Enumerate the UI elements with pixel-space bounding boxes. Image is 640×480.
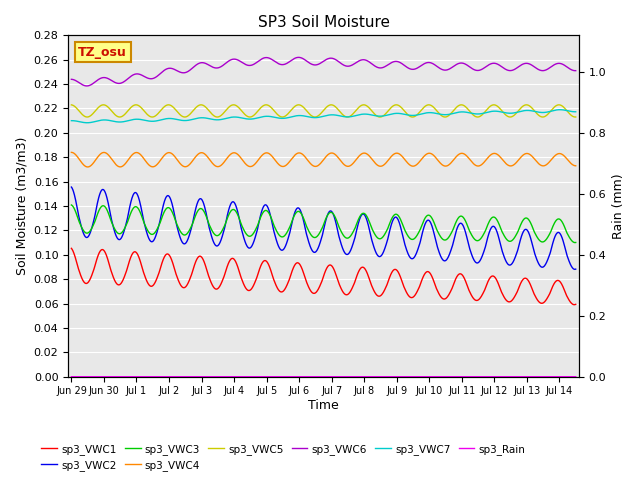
Line: sp3_VWC4: sp3_VWC4 xyxy=(72,152,576,167)
sp3_VWC2 xyxy=(465,241,472,247)
sp3_VWC1 xyxy=(557,280,565,286)
sp3_VWC1 xyxy=(300,269,307,275)
sp3_Rain xyxy=(300,374,307,380)
sp3_VWC7 xyxy=(313,115,321,120)
sp3_Rain xyxy=(557,374,565,380)
Y-axis label: Rain (mm): Rain (mm) xyxy=(612,173,625,239)
sp3_VWC5 xyxy=(557,103,565,108)
sp3_VWC7 xyxy=(300,113,307,119)
sp3_VWC7 xyxy=(68,118,76,123)
Line: sp3_VWC5: sp3_VWC5 xyxy=(72,105,576,117)
sp3_VWC4 xyxy=(557,151,565,157)
sp3_VWC5 xyxy=(572,114,580,120)
sp3_VWC5 xyxy=(100,102,108,108)
sp3_VWC4 xyxy=(68,149,76,155)
sp3_VWC2 xyxy=(313,248,321,254)
sp3_VWC1 xyxy=(572,301,580,307)
sp3_VWC4 xyxy=(572,163,580,168)
sp3_VWC6 xyxy=(465,63,473,69)
sp3_VWC4 xyxy=(300,152,307,158)
sp3_VWC7 xyxy=(93,118,101,124)
sp3_VWC3 xyxy=(572,240,580,245)
sp3_VWC6 xyxy=(557,61,565,67)
sp3_VWC1 xyxy=(93,255,101,261)
Line: sp3_VWC2: sp3_VWC2 xyxy=(72,187,576,269)
Line: sp3_VWC1: sp3_VWC1 xyxy=(72,248,576,305)
sp3_VWC1 xyxy=(465,287,472,292)
sp3_VWC5 xyxy=(300,105,307,110)
sp3_VWC5 xyxy=(557,103,565,108)
sp3_VWC2 xyxy=(68,184,76,190)
sp3_VWC3 xyxy=(571,240,579,245)
sp3_VWC7 xyxy=(83,120,91,126)
sp3_VWC3 xyxy=(313,234,321,240)
Line: sp3_VWC7: sp3_VWC7 xyxy=(72,110,576,123)
sp3_Rain xyxy=(93,374,101,380)
sp3_VWC5 xyxy=(68,102,76,108)
sp3_VWC6 xyxy=(83,83,91,89)
Line: sp3_VWC6: sp3_VWC6 xyxy=(72,58,576,86)
X-axis label: Time: Time xyxy=(308,399,339,412)
sp3_Rain xyxy=(313,374,321,380)
sp3_VWC7 xyxy=(556,107,564,113)
sp3_VWC6 xyxy=(68,76,76,82)
sp3_VWC3 xyxy=(465,226,472,231)
sp3_VWC1 xyxy=(313,289,321,295)
sp3_VWC5 xyxy=(93,106,101,112)
sp3_VWC5 xyxy=(465,107,472,113)
sp3_Rain xyxy=(572,374,580,380)
sp3_VWC7 xyxy=(557,107,565,113)
sp3_VWC5 xyxy=(506,114,514,120)
sp3_VWC2 xyxy=(572,266,580,272)
sp3_VWC6 xyxy=(314,62,321,68)
sp3_VWC1 xyxy=(557,280,564,286)
sp3_VWC3 xyxy=(93,212,101,218)
sp3_VWC4 xyxy=(84,164,92,170)
Title: SP3 Soil Moisture: SP3 Soil Moisture xyxy=(257,15,390,30)
sp3_VWC2 xyxy=(93,202,101,207)
sp3_VWC2 xyxy=(571,266,579,272)
sp3_Rain xyxy=(465,374,472,380)
sp3_VWC4 xyxy=(557,151,565,157)
sp3_VWC6 xyxy=(572,68,580,73)
sp3_VWC7 xyxy=(465,110,472,116)
sp3_VWC2 xyxy=(557,232,564,238)
Text: TZ_osu: TZ_osu xyxy=(78,46,127,59)
sp3_VWC4 xyxy=(313,163,321,169)
sp3_VWC6 xyxy=(294,55,302,60)
Y-axis label: Soil Moisture (m3/m3): Soil Moisture (m3/m3) xyxy=(15,137,28,275)
Legend: sp3_VWC1, sp3_VWC2, sp3_VWC3, sp3_VWC4, sp3_VWC5, sp3_VWC6, sp3_VWC7, sp3_Rain: sp3_VWC1, sp3_VWC2, sp3_VWC3, sp3_VWC4, … xyxy=(37,439,530,475)
sp3_VWC1 xyxy=(570,302,578,308)
sp3_VWC7 xyxy=(557,107,565,113)
sp3_VWC6 xyxy=(300,56,308,62)
sp3_VWC1 xyxy=(68,245,76,251)
sp3_VWC3 xyxy=(557,217,564,223)
sp3_VWC6 xyxy=(557,61,565,67)
Line: sp3_VWC3: sp3_VWC3 xyxy=(72,205,576,242)
sp3_VWC3 xyxy=(68,202,76,208)
sp3_VWC4 xyxy=(465,156,472,161)
sp3_VWC2 xyxy=(300,216,307,222)
sp3_VWC5 xyxy=(313,114,321,120)
sp3_VWC4 xyxy=(93,155,101,160)
sp3_Rain xyxy=(557,374,564,380)
sp3_Rain xyxy=(68,374,76,380)
sp3_VWC2 xyxy=(557,232,565,238)
sp3_VWC3 xyxy=(300,215,307,220)
sp3_VWC6 xyxy=(93,77,101,83)
sp3_VWC7 xyxy=(572,109,580,115)
sp3_VWC3 xyxy=(557,217,565,223)
